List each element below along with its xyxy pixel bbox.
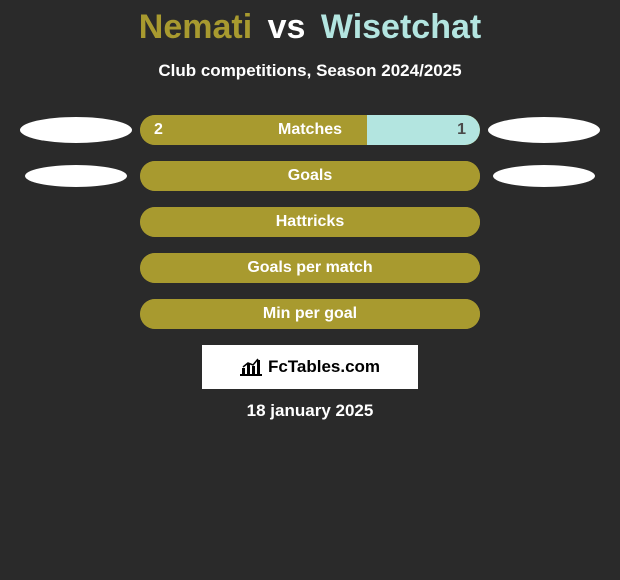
player2-marker xyxy=(488,117,600,143)
vs-label: vs xyxy=(268,8,306,46)
stat-row: Hattricks xyxy=(0,207,620,237)
stat-row: 2 1 Matches xyxy=(0,115,620,145)
stat-bar: Hattricks xyxy=(140,207,480,237)
right-spacer xyxy=(484,117,604,143)
player2-name: Wisetchat xyxy=(321,8,481,46)
stat-value-left: 2 xyxy=(154,121,163,139)
left-spacer xyxy=(16,165,136,187)
subtitle: Club competitions, Season 2024/2025 xyxy=(0,61,620,81)
stat-value-right: 1 xyxy=(457,121,466,139)
comparison-card: Nemati vs Wisetchat Club competitions, S… xyxy=(0,0,620,421)
player1-name: Nemati xyxy=(139,8,252,46)
stats-rows: 2 1 Matches Goals Hattricks Goals per match Mi… xyxy=(0,115,620,329)
stat-label: Min per goal xyxy=(263,305,357,323)
branding-logo[interactable]: FcTables.com xyxy=(202,345,418,389)
stat-bar: Goals xyxy=(140,161,480,191)
chart-icon xyxy=(240,358,262,376)
stat-bar: Goals per match xyxy=(140,253,480,283)
player1-marker xyxy=(20,117,132,143)
date-label: 18 january 2025 xyxy=(0,401,620,421)
stat-label: Hattricks xyxy=(276,213,344,231)
stat-label: Matches xyxy=(278,121,342,139)
right-spacer xyxy=(484,165,604,187)
player2-marker xyxy=(493,165,595,187)
stat-label: Goals per match xyxy=(247,259,372,277)
page-title: Nemati vs Wisetchat xyxy=(0,8,620,47)
stat-row: Goals per match xyxy=(0,253,620,283)
left-spacer xyxy=(16,117,136,143)
stat-bar: Min per goal xyxy=(140,299,480,329)
stat-bar: 2 1 Matches xyxy=(140,115,480,145)
stat-row: Goals xyxy=(0,161,620,191)
branding-text: FcTables.com xyxy=(268,357,380,377)
stat-row: Min per goal xyxy=(0,299,620,329)
player1-marker xyxy=(25,165,127,187)
stat-label: Goals xyxy=(288,167,332,185)
